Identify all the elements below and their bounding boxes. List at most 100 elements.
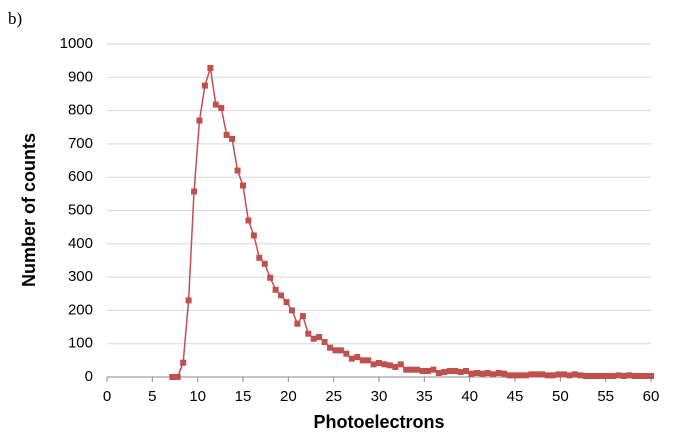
data-point xyxy=(185,297,192,304)
data-point xyxy=(348,355,355,362)
data-point xyxy=(599,373,606,380)
data-point xyxy=(490,371,497,378)
data-point xyxy=(484,370,491,377)
data-point xyxy=(376,360,382,367)
data-point xyxy=(386,362,393,369)
data-point xyxy=(419,368,426,375)
x-tick-label: 60 xyxy=(643,388,660,405)
data-point xyxy=(533,371,540,378)
data-point xyxy=(180,359,187,366)
data-point xyxy=(588,373,595,380)
data-point xyxy=(261,260,268,267)
data-point xyxy=(620,373,627,380)
data-point xyxy=(196,117,203,124)
data-point xyxy=(430,366,437,373)
data-point xyxy=(642,373,649,380)
data-point xyxy=(577,372,584,379)
data-point xyxy=(229,135,236,142)
y-tick-label: 200 xyxy=(68,301,93,318)
data-point xyxy=(343,350,350,357)
data-point xyxy=(359,357,366,364)
data-point xyxy=(452,368,459,375)
y-axis-title: Number of counts xyxy=(19,133,39,287)
data-line xyxy=(172,67,651,378)
data-point xyxy=(327,344,334,351)
y-tick-label: 400 xyxy=(68,235,93,252)
y-tick-label: 0 xyxy=(85,368,93,385)
data-point xyxy=(522,372,529,379)
data-point xyxy=(626,372,633,379)
data-point xyxy=(441,369,448,376)
x-tick-label: 45 xyxy=(507,388,524,405)
y-tick-label: 500 xyxy=(68,201,93,218)
x-tick-label: 35 xyxy=(416,388,433,405)
data-point xyxy=(571,371,578,378)
data-point xyxy=(550,372,557,379)
data-point xyxy=(310,335,317,342)
data-point xyxy=(637,373,644,380)
data-point xyxy=(191,188,198,195)
data-point xyxy=(539,371,546,378)
data-point xyxy=(615,372,622,379)
panel-label: b) xyxy=(8,9,22,28)
y-tick-label: 900 xyxy=(68,68,93,85)
data-point xyxy=(495,370,502,377)
data-point xyxy=(207,64,214,71)
data-point xyxy=(321,339,328,346)
x-tick-label: 30 xyxy=(371,388,388,405)
data-point xyxy=(240,182,246,189)
data-point xyxy=(397,361,404,368)
y-tick-label: 1000 xyxy=(60,35,93,52)
data-point xyxy=(479,370,486,377)
data-point xyxy=(294,320,301,327)
data-point xyxy=(174,374,181,380)
x-tick-label: 40 xyxy=(461,388,478,405)
data-point xyxy=(337,347,344,354)
data-point xyxy=(212,101,219,108)
data-point xyxy=(283,299,290,306)
data-point xyxy=(648,373,654,380)
data-point xyxy=(316,334,323,341)
y-tick-label: 100 xyxy=(68,335,93,352)
data-point xyxy=(288,307,295,314)
x-tick-label: 0 xyxy=(103,388,111,405)
data-point xyxy=(403,366,410,373)
data-point xyxy=(435,370,442,377)
data-point xyxy=(278,292,285,299)
data-point xyxy=(609,373,616,380)
x-tick-label: 50 xyxy=(552,388,569,405)
y-tick-label: 700 xyxy=(68,135,93,152)
data-point xyxy=(473,370,480,377)
data-point xyxy=(582,373,589,380)
data-point xyxy=(256,254,263,261)
data-point xyxy=(414,366,421,373)
data-point xyxy=(604,373,611,380)
data-point xyxy=(446,368,453,375)
data-point xyxy=(218,104,225,111)
data-point xyxy=(169,374,176,380)
data-point xyxy=(332,347,339,354)
data-point xyxy=(272,286,279,293)
data-point xyxy=(566,372,573,379)
data-point xyxy=(457,369,464,376)
x-tick-label: 10 xyxy=(189,388,206,405)
data-point xyxy=(223,131,230,138)
data-point xyxy=(365,357,372,364)
data-point xyxy=(544,372,551,379)
x-tick-label: 25 xyxy=(325,388,342,405)
data-point xyxy=(370,361,377,368)
data-point xyxy=(468,370,475,377)
data-point xyxy=(517,372,524,379)
y-tick-label: 800 xyxy=(68,102,93,119)
data-point xyxy=(392,364,399,371)
y-tick-label: 600 xyxy=(68,168,93,185)
x-axis-title: Photoelectrons xyxy=(313,412,444,432)
data-point xyxy=(305,330,312,337)
data-point xyxy=(463,368,470,375)
data-point xyxy=(501,370,508,377)
x-tick-label: 15 xyxy=(235,388,252,405)
data-point xyxy=(245,217,252,224)
x-tick-label: 20 xyxy=(280,388,297,405)
data-point xyxy=(408,366,415,373)
